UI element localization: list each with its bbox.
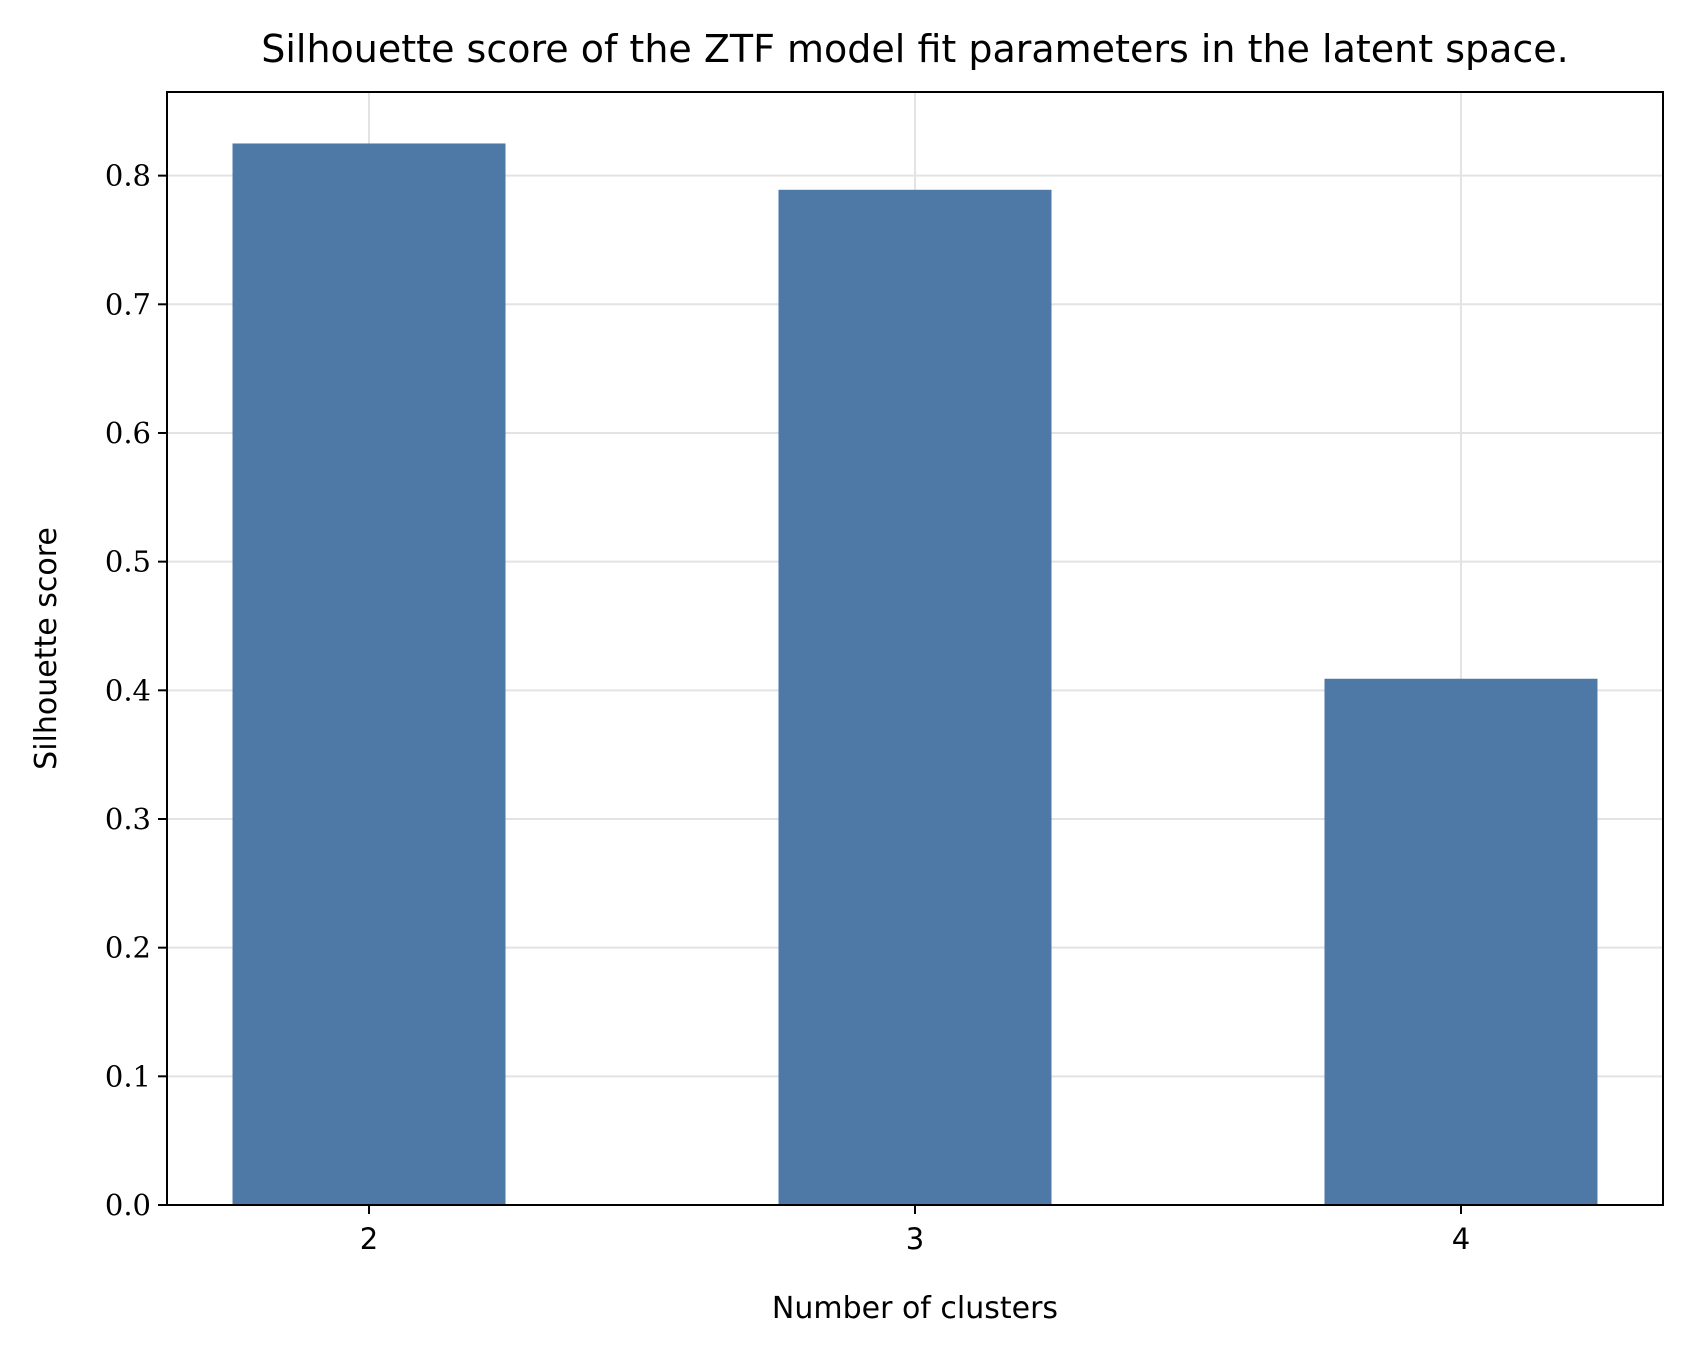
chart-title: Silhouette score of the ZTF model fit pa… [261,27,1569,71]
y-tick-label: 0.8 [105,159,151,193]
y-tick-label: 0.7 [105,287,151,321]
bars [232,143,1598,1205]
x-tick-label: 2 [360,1222,378,1256]
y-tick-label: 0.6 [105,416,151,450]
y-tick-label: 0.1 [105,1059,151,1093]
axis-ticks: 0.0 0.1 0.2 0.3 0.4 0.5 0.6 0.7 0.8 2 3 4 [105,159,1470,1256]
y-tick-label: 0.5 [105,545,151,579]
bar [778,189,1052,1205]
x-tick-label: 4 [1452,1222,1470,1256]
x-axis-label: Number of clusters [772,1291,1058,1326]
y-tick-label: 0.4 [105,673,151,707]
y-axis-label: Silhouette score [29,527,64,770]
y-tick-label: 0.2 [105,931,151,965]
y-tick-label: 0.0 [105,1188,151,1222]
x-tick-label: 3 [906,1222,924,1256]
bar [1324,678,1598,1205]
y-tick-label: 0.3 [105,802,151,836]
bar [232,143,506,1205]
